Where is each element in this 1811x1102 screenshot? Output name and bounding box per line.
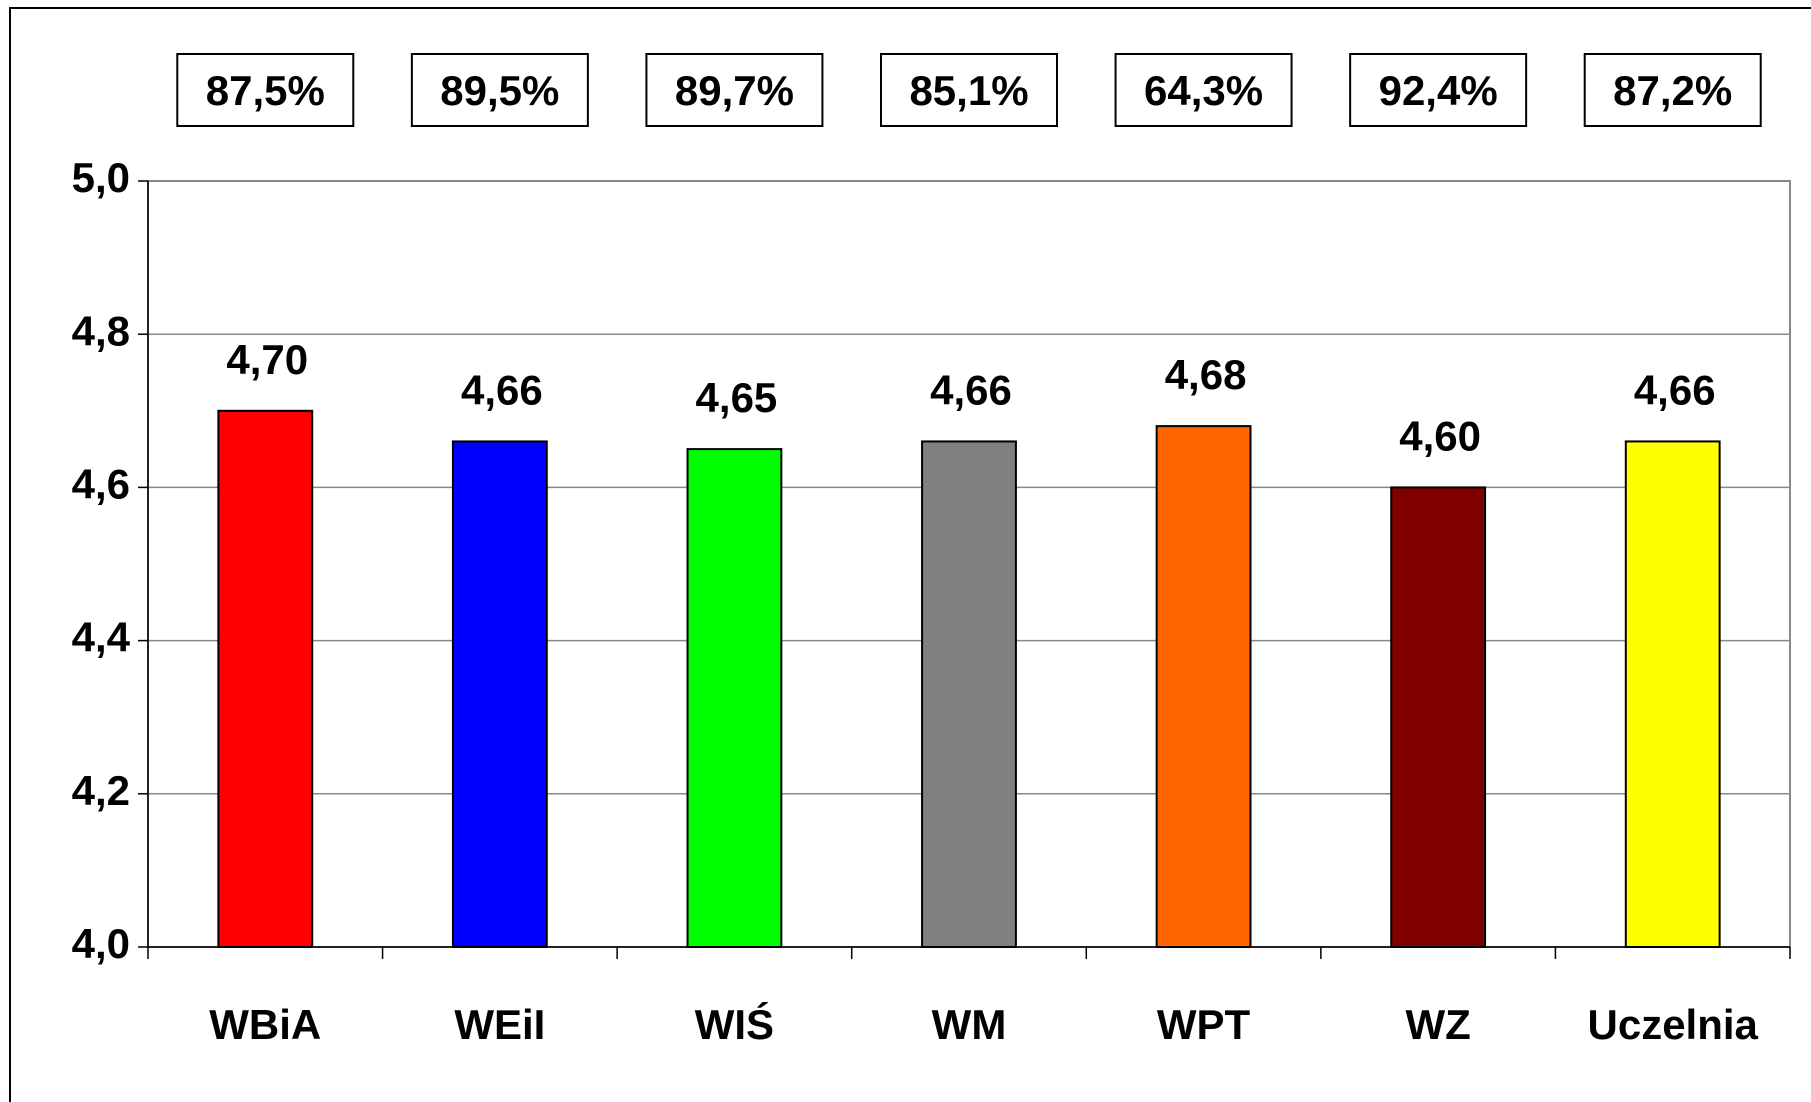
value-label: 4,65	[696, 374, 778, 421]
bar	[1624, 440, 1721, 948]
bar	[451, 440, 548, 948]
bar	[1390, 486, 1487, 948]
annotation: 64,3%	[1144, 67, 1263, 114]
annotation-box	[410, 53, 589, 127]
annotation: 87,2%	[1613, 67, 1732, 114]
annotation-box	[1583, 53, 1762, 127]
bar	[1155, 425, 1252, 948]
y-tick-label: 4,8	[72, 307, 130, 354]
x-tick-label: WM	[932, 1001, 1007, 1048]
x-tick-label: WBiA	[209, 1001, 321, 1048]
annotation: 89,7%	[675, 67, 794, 114]
annotation-box	[1114, 53, 1293, 127]
value-label: 4,66	[461, 367, 543, 414]
annotation-box	[880, 53, 1058, 127]
annotation: 92,4%	[1379, 67, 1498, 114]
y-tick-label: 4,2	[72, 767, 130, 814]
value-label: 4,66	[1634, 367, 1716, 414]
annotation-box	[176, 53, 355, 127]
x-tick-label: WZ	[1405, 1001, 1470, 1048]
x-tick-label: WPT	[1157, 1001, 1251, 1048]
annotation: 87,5%	[206, 67, 325, 114]
value-label: 4,66	[930, 367, 1012, 414]
annotation-box	[645, 53, 824, 127]
y-tick-label: 4,6	[72, 460, 130, 507]
y-tick-label: 4,0	[72, 920, 130, 967]
bar	[217, 409, 314, 948]
x-tick-label: Uczelnia	[1588, 1001, 1759, 1048]
bar	[921, 440, 1017, 948]
y-tick-label: 5,0	[72, 154, 130, 201]
value-label: 4,68	[1165, 351, 1247, 398]
x-tick-label: WEiI	[454, 1001, 545, 1048]
annotation: 89,5%	[440, 67, 559, 114]
bar	[686, 448, 783, 948]
value-label: 4,60	[1399, 412, 1481, 459]
value-label: 4,70	[226, 336, 308, 383]
x-tick-label: WIŚ	[695, 1000, 774, 1048]
annotation: 85,1%	[909, 67, 1028, 114]
y-tick-label: 4,4	[72, 614, 131, 661]
annotation-box	[1349, 53, 1528, 127]
